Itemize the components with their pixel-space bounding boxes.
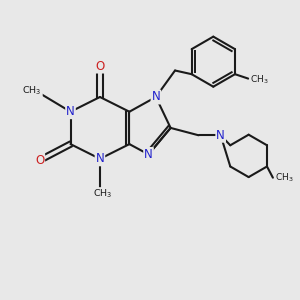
Text: N: N	[216, 129, 225, 142]
Text: CH$_3$: CH$_3$	[93, 188, 112, 200]
Text: N: N	[66, 105, 75, 118]
Text: O: O	[95, 60, 105, 73]
Text: N: N	[96, 152, 104, 165]
Text: N: N	[144, 148, 153, 161]
Text: CH$_3$: CH$_3$	[250, 74, 269, 86]
Text: N: N	[152, 91, 160, 103]
Text: O: O	[35, 154, 44, 167]
Text: CH$_3$: CH$_3$	[275, 171, 293, 184]
Text: CH$_3$: CH$_3$	[22, 85, 42, 98]
